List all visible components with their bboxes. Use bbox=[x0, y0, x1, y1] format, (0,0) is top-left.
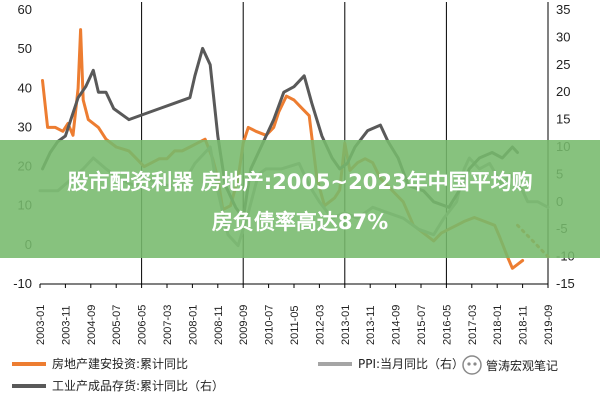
x-tick-label: 2010-07 bbox=[264, 305, 276, 345]
x-tick-label: 2008-11 bbox=[213, 305, 225, 345]
x-tick-label: 2006-05 bbox=[137, 305, 149, 345]
right-tick-label: 30 bbox=[556, 29, 570, 44]
x-tick-label: 2007-03 bbox=[162, 305, 174, 345]
right-tick-label: -15 bbox=[556, 276, 575, 291]
left-tick-label: 40 bbox=[18, 80, 32, 95]
x-tick-label: 2004-09 bbox=[86, 305, 98, 345]
wechat-icon bbox=[462, 355, 482, 375]
banner-line-2: 房负债率高达87% bbox=[211, 210, 389, 234]
legend-label-1: 房地产建安投资:累计同比 bbox=[52, 356, 188, 371]
x-tick-label: 2019-09 bbox=[543, 305, 555, 345]
x-tick-label: 2018-01 bbox=[492, 305, 504, 345]
x-tick-label: 2018-11 bbox=[518, 305, 530, 345]
left-tick-label: 30 bbox=[18, 119, 32, 134]
x-tick-label: 2008-01 bbox=[187, 305, 199, 345]
right-tick-label: 25 bbox=[556, 57, 570, 72]
left-tick-label: 50 bbox=[18, 41, 32, 56]
left-tick-label: -10 bbox=[13, 276, 32, 291]
x-tick-label: 2017-03 bbox=[467, 305, 479, 345]
x-tick-label: 2009-09 bbox=[238, 305, 250, 345]
x-tick-label: 2015-07 bbox=[416, 305, 428, 345]
x-tick-label: 2011-05 bbox=[289, 305, 301, 345]
watermark-text: 管涛宏观笔记 bbox=[486, 358, 558, 373]
legend-label-2: PPI:当月同比（右） bbox=[358, 356, 464, 371]
x-tick-label: 2016-05 bbox=[441, 305, 453, 345]
right-tick-label: 35 bbox=[556, 2, 570, 17]
x-tick-label: 2005-07 bbox=[111, 305, 123, 345]
legend-label-3: 工业产成品存货:累计同比（右） bbox=[52, 378, 224, 393]
x-tick-label: 2003-11 bbox=[60, 305, 72, 345]
x-tick-label: 2013-01 bbox=[340, 305, 352, 345]
title-banner: 股市配资利器 房地产:2005~2023年中国平均购 房负债率高达87% bbox=[0, 140, 600, 258]
banner-line-1: 股市配资利器 房地产:2005~2023年中国平均购 bbox=[67, 170, 533, 194]
left-tick-label: 60 bbox=[18, 2, 32, 17]
right-tick-label: 15 bbox=[556, 112, 570, 127]
x-tick-label: 2012-03 bbox=[314, 305, 326, 345]
x-tick-label: 2014-09 bbox=[391, 305, 403, 345]
chart-legend: 房地产建安投资:累计同比 PPI:当月同比（右） 工业产成品存货:累计同比（右） 管涛… bbox=[12, 355, 558, 393]
x-tick-label: 2013-11 bbox=[365, 305, 377, 345]
right-tick-label: 20 bbox=[556, 84, 570, 99]
x-axis: 2003-01 2003-11 2004-09 2005-07 2006-05 2007-… bbox=[35, 283, 555, 345]
x-tick-label: 2003-01 bbox=[35, 305, 47, 345]
